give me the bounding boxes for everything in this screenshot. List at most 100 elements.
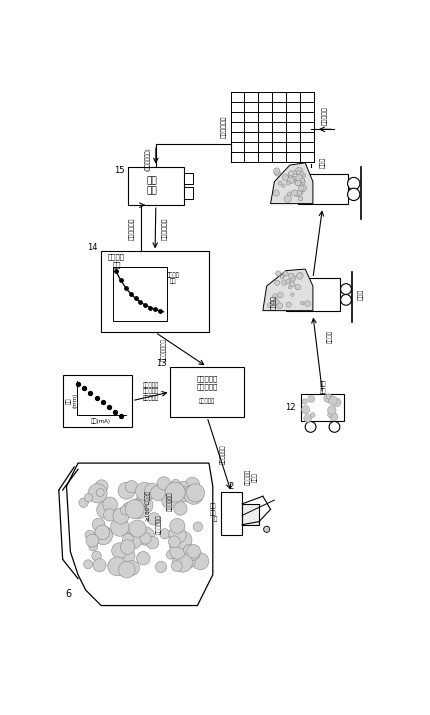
Circle shape [329,422,339,433]
Point [137,297,144,308]
Circle shape [95,525,110,540]
Circle shape [85,531,94,540]
Point [93,392,100,403]
Circle shape [307,395,314,403]
Text: 炭在筒内堆积: 炭在筒内堆积 [156,515,161,534]
Text: 模拟控制信号: 模拟控制信号 [220,445,225,464]
Circle shape [270,301,275,306]
Circle shape [282,174,288,180]
Text: 数据信息交互: 数据信息交互 [162,217,167,240]
Circle shape [175,548,186,558]
Circle shape [340,295,350,305]
Circle shape [287,172,292,177]
Circle shape [300,178,304,182]
Text: 频率(mA): 频率(mA) [91,418,111,423]
Bar [62,375,132,427]
Point [117,410,124,422]
Circle shape [169,518,184,533]
Circle shape [188,488,197,498]
Circle shape [277,181,282,185]
Circle shape [92,551,101,561]
Circle shape [123,531,141,549]
Point [112,265,119,276]
Circle shape [113,508,129,524]
Point [132,292,138,304]
Circle shape [96,488,104,496]
Circle shape [286,302,291,307]
Circle shape [323,394,332,403]
Point [151,304,158,315]
Circle shape [184,485,203,504]
Circle shape [157,477,170,490]
Circle shape [328,396,337,405]
Circle shape [294,179,301,185]
Text: ≥100℃高温焦: ≥100℃高温焦 [144,490,150,521]
Circle shape [288,171,293,176]
Circle shape [302,174,305,177]
Circle shape [153,487,162,496]
Polygon shape [66,463,212,606]
Circle shape [299,185,306,192]
Text: 数据反馈回送: 数据反馈回送 [129,217,135,240]
Circle shape [133,495,153,515]
Circle shape [167,487,181,501]
Circle shape [298,172,304,177]
Circle shape [108,557,126,576]
Circle shape [286,181,289,185]
Text: 排焦过程: 排焦过程 [271,295,276,310]
Circle shape [263,526,269,533]
Circle shape [340,284,350,295]
Circle shape [103,509,116,521]
Bar [285,278,339,310]
Circle shape [122,533,133,545]
Circle shape [295,174,302,182]
Circle shape [165,482,185,502]
Circle shape [156,486,169,500]
Circle shape [332,398,340,407]
Circle shape [102,497,117,512]
Circle shape [111,543,127,558]
Circle shape [114,561,125,573]
Text: 焦炭
入炉: 焦炭 入炉 [319,382,325,394]
Text: 输送机: 输送机 [358,289,363,300]
Point [74,378,81,390]
Circle shape [130,499,141,510]
Circle shape [295,180,300,186]
Circle shape [276,292,283,298]
Bar [128,167,183,205]
Circle shape [83,560,92,568]
Bar [183,173,192,184]
Text: 12: 12 [284,403,295,412]
Circle shape [191,553,208,570]
Circle shape [286,176,294,184]
Circle shape [281,280,286,285]
Circle shape [300,302,303,305]
Circle shape [283,195,291,202]
Circle shape [298,185,304,191]
Circle shape [294,192,299,197]
Text: 排焦过程: 排焦过程 [327,330,332,342]
Circle shape [304,301,310,307]
Circle shape [118,482,135,499]
Circle shape [147,513,160,525]
Text: 排焦口控制阀: 排焦口控制阀 [167,492,173,511]
Circle shape [276,302,282,309]
Point [87,388,94,399]
Circle shape [290,293,293,296]
Circle shape [275,271,280,276]
Text: 称量秤: 称量秤 [319,157,325,169]
Point [141,300,148,311]
Circle shape [129,520,146,537]
Circle shape [136,527,154,546]
Circle shape [171,479,180,488]
Circle shape [120,506,130,515]
Bar [170,367,243,417]
Circle shape [193,522,202,531]
Circle shape [88,484,107,503]
Point [122,282,129,293]
Polygon shape [270,163,312,204]
Circle shape [108,560,118,571]
Circle shape [186,491,197,503]
Circle shape [295,286,299,290]
Circle shape [186,484,204,502]
